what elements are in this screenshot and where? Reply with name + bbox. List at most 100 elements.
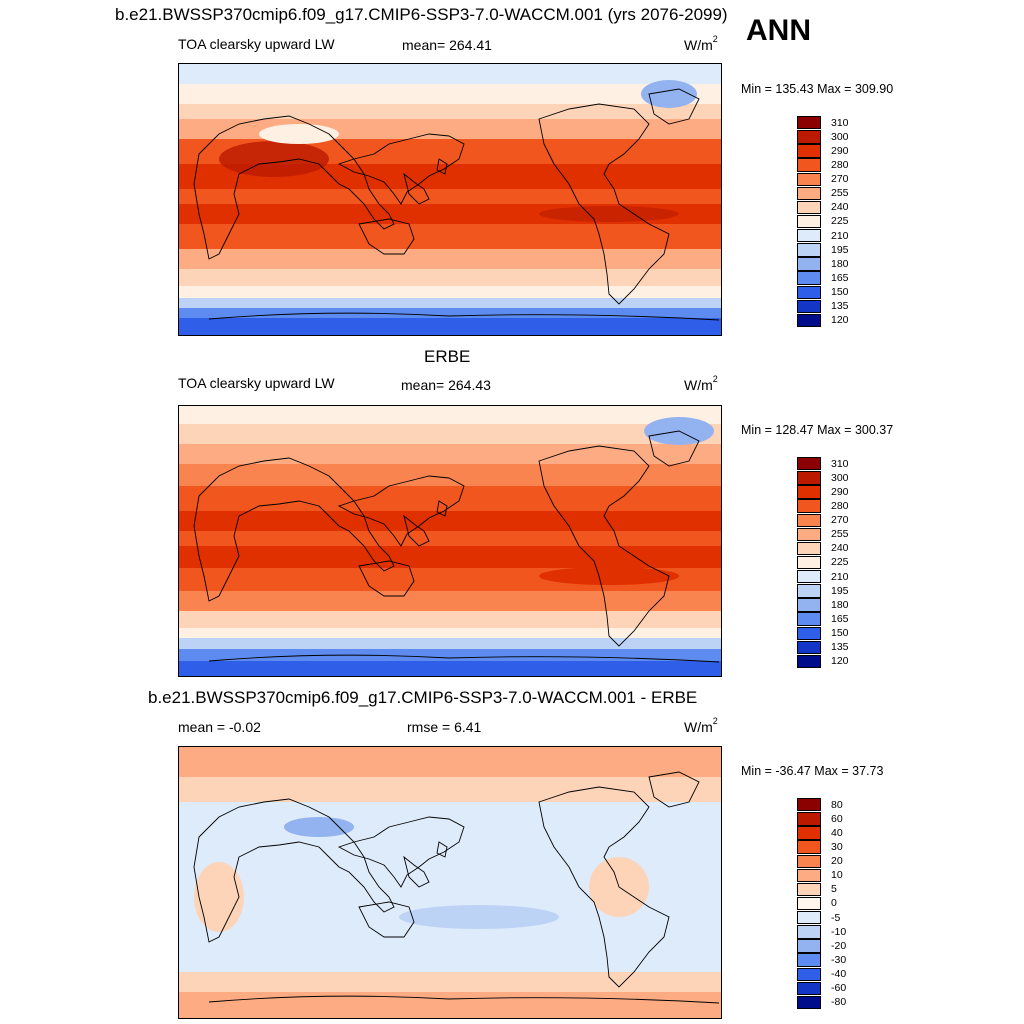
panel-3-rmse-label: rmse = 6.41 [407, 719, 482, 735]
colorbar-swatch [797, 499, 821, 513]
colorbar-swatch [797, 868, 821, 883]
colorbar-label: 135 [831, 641, 849, 654]
colorbar-swatch [797, 229, 821, 243]
colorbar-swatch [797, 854, 821, 868]
panel-2-colorbar: 310 300 290 280 270 255 240 225 210 195 180 165 150 1… [797, 457, 857, 669]
colorbar-swatch [797, 243, 821, 257]
colorbar-label: 135 [831, 300, 849, 313]
colorbar-swatch [797, 911, 821, 925]
panel-3-title: b.e21.BWSSP370cmip6.f09_g17.CMIP6-SSP3-7… [148, 688, 698, 707]
colorbar-label: 40 [831, 826, 843, 839]
panel-2-title: ERBE [424, 347, 471, 366]
colorbar-label: 195 [831, 243, 849, 256]
colorbar-swatch [797, 172, 821, 186]
colorbar-swatch [797, 882, 821, 897]
colorbar-label: 255 [831, 187, 849, 200]
colorbar-label: 290 [831, 485, 849, 498]
colorbar-label: 210 [831, 229, 849, 242]
colorbar-label: 280 [831, 158, 849, 171]
colorbar-swatch [797, 527, 821, 542]
colorbar-swatch [797, 555, 821, 570]
colorbar-swatch [797, 299, 821, 314]
colorbar-swatch [797, 186, 821, 201]
panel-1-units: W/m2 [684, 34, 718, 53]
colorbar-swatch [797, 116, 821, 130]
colorbar-label: 150 [831, 286, 849, 299]
colorbar-swatch [797, 271, 821, 285]
panel-1-colorbar: 310 300 290 280 270 255 240 225 210 195 180 165 150 1… [797, 116, 857, 328]
colorbar-label: 120 [831, 314, 849, 327]
colorbar-label: 300 [831, 471, 849, 484]
colorbar-label: 225 [831, 556, 849, 569]
colorbar-label: 225 [831, 215, 849, 228]
panel-1-map [178, 63, 722, 336]
colorbar-label: -10 [831, 925, 847, 938]
colorbar-swatch [797, 612, 821, 626]
colorbar-swatch [797, 953, 821, 967]
colorbar-label: 5 [831, 883, 837, 896]
colorbar-swatch [797, 939, 821, 953]
colorbar-label: 300 [831, 130, 849, 143]
colorbar-swatch [797, 257, 821, 271]
colorbar-label: 120 [831, 655, 849, 668]
colorbar-label: 310 [831, 116, 849, 129]
colorbar-swatch [797, 640, 821, 655]
colorbar-swatch [797, 130, 821, 144]
colorbar-label: 195 [831, 584, 849, 597]
colorbar-swatch [797, 654, 821, 669]
colorbar-swatch [797, 513, 821, 527]
panel-1-minmax: Min = 135.43 Max = 309.90 [741, 82, 894, 96]
colorbar-label: 150 [831, 627, 849, 640]
colorbar-swatch [797, 925, 821, 939]
colorbar-swatch [797, 584, 821, 598]
colorbar-swatch [797, 313, 821, 328]
colorbar-label: 290 [831, 144, 849, 157]
colorbar-swatch [797, 981, 821, 996]
colorbar-label: 60 [831, 812, 843, 825]
colorbar-label: -30 [831, 953, 847, 966]
colorbar-label: 0 [831, 897, 837, 910]
colorbar-swatch [797, 200, 821, 215]
panel-3-colorbar: 80 60 40 30 20 10 5 0 -5 -10 -20 -30 -40 -60 -80 [797, 798, 857, 1010]
colorbar-label: 30 [831, 840, 843, 853]
colorbar-swatch [797, 144, 821, 158]
panel-1-variable-label: TOA clearsky upward LW [178, 36, 335, 52]
colorbar-label: -40 [831, 968, 847, 981]
colorbar-label: 80 [831, 798, 843, 811]
colorbar-swatch [797, 457, 821, 471]
colorbar-label: 20 [831, 855, 843, 868]
colorbar-label: 165 [831, 612, 849, 625]
colorbar-swatch [797, 826, 821, 840]
panel-2-minmax: Min = 128.47 Max = 300.37 [741, 423, 894, 437]
panel-2-mean-label: mean= 264.43 [401, 377, 491, 393]
colorbar-swatch [797, 798, 821, 812]
colorbar-label: 180 [831, 598, 849, 611]
panel-1-title: b.e21.BWSSP370cmip6.f09_g17.CMIP6-SSP3-7… [115, 5, 728, 24]
colorbar-swatch [797, 995, 821, 1010]
colorbar-label: 210 [831, 570, 849, 583]
panel-3-units: W/m2 [684, 716, 718, 735]
colorbar-label: -80 [831, 996, 847, 1009]
colorbar-swatch [797, 598, 821, 612]
colorbar-label: -20 [831, 939, 847, 952]
colorbar-label: 180 [831, 257, 849, 270]
colorbar-swatch [797, 485, 821, 499]
colorbar-label: -5 [831, 911, 841, 924]
colorbar-label: 165 [831, 271, 849, 284]
panel-2-variable-label: TOA clearsky upward LW [178, 375, 335, 391]
panel-1-mean-label: mean= 264.41 [402, 37, 492, 53]
colorbar-label: 240 [831, 542, 849, 555]
colorbar-label: -60 [831, 982, 847, 995]
colorbar-label: 240 [831, 201, 849, 214]
colorbar-swatch [797, 967, 821, 981]
colorbar-swatch [797, 812, 821, 826]
colorbar-label: 270 [831, 173, 849, 186]
colorbar-swatch [797, 896, 821, 911]
colorbar-swatch [797, 840, 821, 854]
colorbar-swatch [797, 214, 821, 229]
colorbar-swatch [797, 626, 821, 640]
panel-2-map [178, 405, 722, 677]
colorbar-swatch [797, 158, 821, 172]
colorbar-label: 280 [831, 499, 849, 512]
panel-2-units: W/m2 [684, 374, 718, 393]
